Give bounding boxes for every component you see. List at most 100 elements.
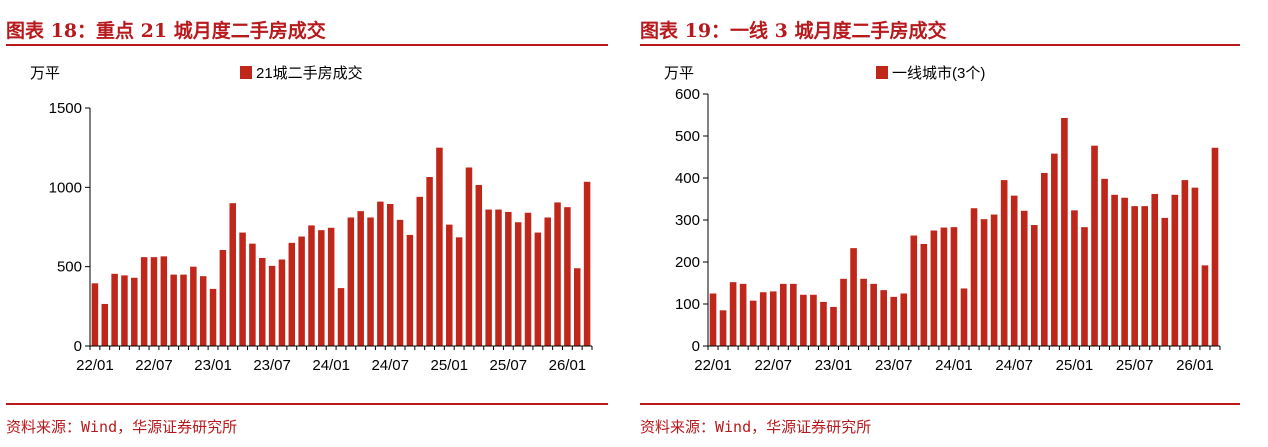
bar (1061, 117, 1068, 346)
bar (219, 250, 227, 346)
bar (288, 242, 296, 346)
bar (367, 217, 374, 346)
x-tick-label: 24/01 (312, 357, 350, 374)
bar (170, 274, 177, 346)
source-rule (640, 403, 1240, 405)
bar (1211, 147, 1219, 346)
y-tick-label: 400 (675, 170, 700, 187)
y-tick-label: 500 (675, 128, 700, 145)
bar (121, 275, 128, 346)
bar (357, 211, 364, 346)
chart-title: 图表 19：一线 3 城月度二手房成交 (640, 20, 947, 42)
bar (1181, 180, 1189, 346)
bar (709, 293, 717, 346)
bar (396, 219, 404, 346)
title-rule (640, 44, 1240, 46)
chart-panel-right: 图表 19：一线 3 城月度二手房成交 万平 一线城市(3个) 0 100 200 300… (634, 0, 1268, 447)
bar (190, 266, 197, 346)
x-tick-label: 23/01 (815, 357, 853, 374)
x-tick-label: 24/07 (371, 357, 409, 374)
bar (990, 214, 998, 346)
bar (1191, 187, 1199, 346)
bar (180, 274, 187, 346)
bar (573, 268, 581, 346)
bar (820, 301, 827, 346)
bar (465, 167, 473, 346)
bar (485, 209, 492, 346)
bar (1071, 210, 1078, 346)
bar (436, 147, 443, 346)
bar (1141, 206, 1149, 346)
bar (406, 234, 414, 346)
bar (1000, 180, 1008, 346)
x-tick-label: 24/07 (995, 357, 1033, 374)
y-tick-label: 0 (74, 338, 82, 355)
bar (840, 278, 847, 346)
bar (729, 282, 737, 346)
bar (1081, 227, 1088, 346)
bar (920, 243, 928, 346)
y-tick-label: 300 (675, 212, 700, 229)
source-note: 资料来源：Wind，华源证券研究所 (640, 418, 872, 436)
bar (1101, 178, 1108, 346)
y-tick-label: 0 (692, 338, 700, 355)
y-tick-label: 1000 (49, 179, 82, 196)
bar (950, 227, 958, 346)
x-tick-label: 23/07 (875, 357, 913, 374)
bar (249, 243, 256, 346)
x-tick-label: 22/07 (135, 357, 173, 374)
bar (900, 293, 908, 346)
x-tick-label: 22/01 (694, 357, 732, 374)
bar (1201, 265, 1209, 346)
x-tick-label: 25/07 (490, 357, 528, 374)
legend-label: 一线城市(3个) (892, 65, 985, 82)
bar (416, 196, 423, 346)
unit-label: 万平 (30, 65, 60, 82)
bar (298, 236, 305, 346)
bar (229, 203, 236, 346)
source-note: 资料来源：Wind，华源证券研究所 (6, 418, 238, 436)
bar (810, 294, 817, 346)
bar (327, 227, 335, 346)
bar (160, 256, 168, 346)
y-tick-label: 100 (675, 296, 700, 313)
bar (259, 257, 266, 346)
bar (337, 288, 345, 346)
legend-swatch (876, 66, 888, 79)
unit-label: 万平 (664, 65, 694, 82)
bar (377, 201, 384, 346)
bar (1091, 145, 1098, 346)
bar (505, 211, 512, 346)
bar (347, 217, 355, 346)
bar (1171, 194, 1179, 346)
bar (800, 294, 807, 346)
bar (1121, 197, 1128, 346)
bar (446, 224, 453, 346)
x-tick-label: 22/07 (754, 357, 792, 374)
bar (209, 288, 217, 346)
bar (386, 203, 394, 346)
bar (1161, 217, 1169, 346)
bar (860, 278, 867, 346)
bar (524, 212, 532, 346)
x-tick-label: 26/01 (1176, 357, 1214, 374)
chart-title: 图表 18：重点 21 城月度二手房成交 (6, 20, 326, 42)
bar (880, 290, 887, 346)
bar (910, 235, 918, 346)
bar (554, 202, 561, 346)
source-rule (6, 403, 608, 405)
bar (1111, 194, 1118, 346)
x-tick-label: 22/01 (76, 357, 114, 374)
bar (870, 283, 877, 346)
bar (960, 288, 968, 346)
bar (940, 227, 948, 346)
bar (544, 217, 551, 346)
y-tick-label: 200 (675, 254, 700, 271)
bar (514, 222, 522, 346)
bar (199, 276, 207, 346)
bar (790, 283, 797, 346)
bar (455, 237, 463, 346)
bar (318, 230, 325, 346)
bar (475, 184, 483, 346)
x-tick-label: 25/07 (1116, 357, 1154, 374)
